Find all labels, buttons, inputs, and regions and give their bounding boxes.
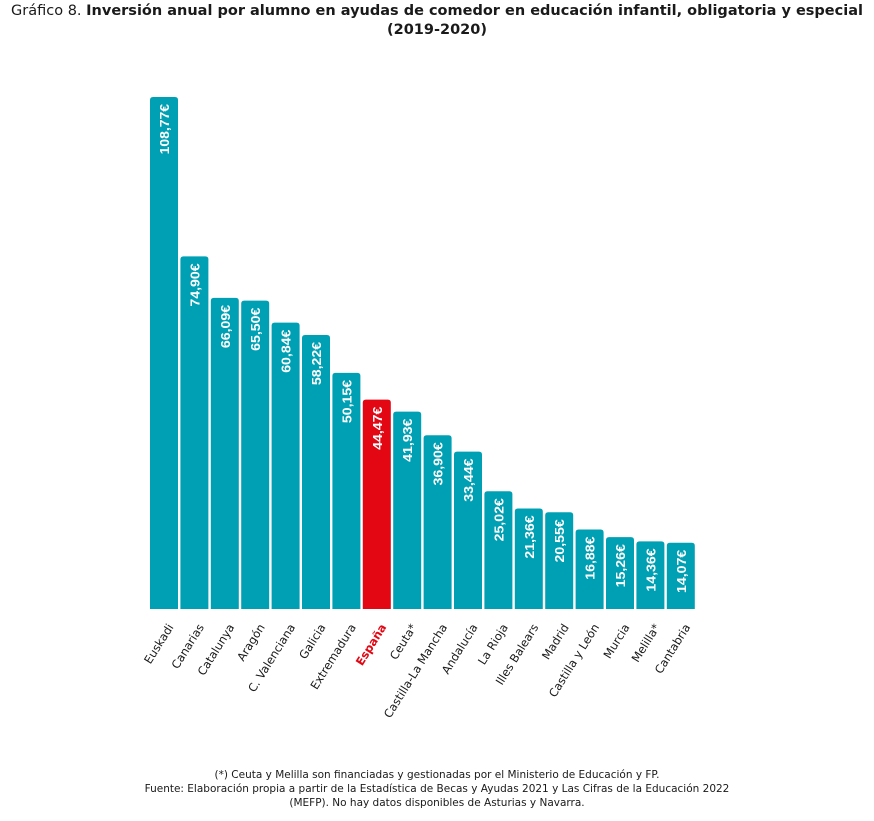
data-label: 108,77€ [157, 104, 172, 154]
title-text: Inversión anual por alumno en ayudas de … [86, 3, 863, 38]
data-label: 25,02€ [491, 498, 506, 541]
data-label: 44,47€ [370, 407, 385, 450]
bar-andaluc-a [454, 451, 482, 609]
bar-espa-a [362, 399, 391, 609]
data-label: 16,88€ [583, 537, 598, 580]
bar-castilla-la-mancha [423, 435, 452, 609]
bar-madrid [545, 512, 574, 609]
data-label: 20,55€ [552, 519, 567, 562]
bar-illes-balears [514, 508, 543, 609]
bar-galicia [302, 334, 330, 609]
bar-arag-n [241, 300, 270, 609]
data-label: 74,90€ [187, 263, 202, 306]
bar-melilla- [636, 541, 665, 609]
bar-euskadi [150, 97, 178, 609]
bar-castilla-y-le-n [575, 529, 604, 609]
footnote-line: (*) Ceuta y Melilla son financiadas y ge… [214, 769, 660, 781]
data-label: 60,84€ [279, 330, 294, 373]
source-line: Fuente: Elaboración propia a partir de l… [144, 783, 730, 795]
bar-la-rioja [484, 491, 513, 609]
title-prefix: Gráfico 8. [11, 3, 82, 19]
data-label: 36,90€ [431, 442, 446, 485]
bar-cantabria [666, 542, 695, 609]
bar-catalunya [210, 297, 239, 609]
category-label: Murcia [600, 621, 632, 661]
data-label: 15,26€ [613, 544, 628, 587]
chart-title: Gráfico 8. Inversión anual por alumno en… [0, 2, 874, 40]
bar-ceuta- [393, 411, 422, 609]
data-label: 58,22€ [309, 342, 324, 385]
footnote: (*) Ceuta y Melilla son financiadas y ge… [0, 768, 874, 810]
data-label: 65,50€ [248, 308, 263, 351]
data-label: 33,44€ [461, 459, 476, 502]
data-label: 21,36€ [522, 515, 537, 558]
source-line: (MEFP). No hay datos disponibles de Astu… [289, 797, 585, 809]
bar-chart: 108,77€Euskadi74,90€Canarias66,09€Catalu… [141, 97, 695, 721]
bar-murcia [606, 537, 634, 609]
data-label: 66,09€ [218, 305, 233, 348]
bar-canarias [180, 256, 209, 609]
data-label: 41,93€ [400, 419, 415, 462]
data-label: 50,15€ [339, 380, 354, 423]
bar-c-valenciana [271, 322, 300, 609]
data-label: 14,07€ [674, 550, 689, 593]
category-label: Ceuta* [387, 621, 420, 662]
data-label: 14,36€ [643, 548, 658, 591]
bar-extremadura [332, 372, 361, 609]
category-label: Madrid [539, 621, 572, 662]
category-label: Galicia [296, 621, 328, 661]
